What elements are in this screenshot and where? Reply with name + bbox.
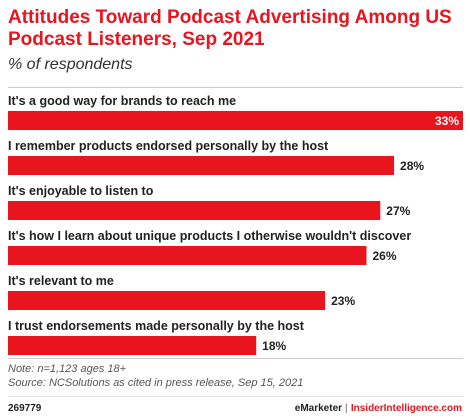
category-label: I trust endorsements made personally by …: [8, 319, 305, 333]
bar: [8, 246, 367, 265]
value-label: 26%: [372, 249, 396, 263]
category-label: It's a good way for brands to reach me: [8, 94, 236, 108]
bar: [8, 111, 463, 130]
chart-title: Attitudes Toward Podcast Advertising Amo…: [8, 7, 452, 50]
chart-source: Source: NCSolutions as cited in press re…: [8, 377, 304, 389]
chart-id: 269779: [8, 403, 42, 414]
value-label: 27%: [386, 204, 410, 218]
brand-separator: |: [345, 403, 348, 414]
brand-insider-intelligence: InsiderIntelligence.com: [350, 403, 462, 414]
footer-divider: [8, 396, 463, 397]
bar: [8, 201, 381, 220]
bar: [8, 156, 395, 175]
value-label: 28%: [400, 159, 424, 173]
category-label: It's relevant to me: [8, 274, 114, 288]
category-label: It's how I learn about unique products I…: [8, 229, 411, 243]
value-label: 23%: [331, 294, 355, 308]
brand-emarketer: eMarketer: [294, 403, 343, 414]
bar: [8, 336, 257, 355]
category-label: I remember products endorsed personally …: [8, 139, 329, 153]
category-label: It's enjoyable to listen to: [8, 184, 154, 198]
brand-footer: eMarketer | InsiderIntelligence.com: [295, 403, 462, 414]
chart-subtitle: % of respondents: [8, 56, 133, 73]
bottom-divider: [8, 358, 463, 359]
bar: [8, 291, 326, 310]
bar-chart: It's a good way for brands to reach me 33…: [8, 94, 463, 355]
value-label: 33%: [435, 114, 459, 128]
value-label: 18%: [262, 339, 286, 353]
top-divider: [8, 87, 463, 88]
chart-note: Note: n=1,123 ages 18+: [8, 363, 127, 375]
